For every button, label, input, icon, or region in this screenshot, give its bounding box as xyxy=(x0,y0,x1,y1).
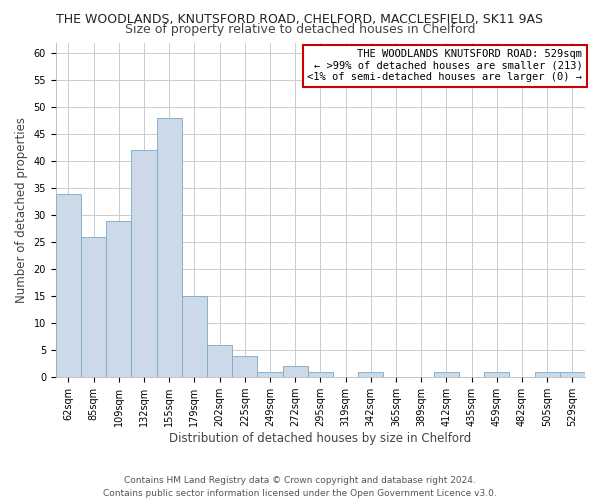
Bar xyxy=(106,220,131,377)
Y-axis label: Number of detached properties: Number of detached properties xyxy=(15,117,28,303)
Bar xyxy=(358,372,383,377)
Text: Size of property relative to detached houses in Chelford: Size of property relative to detached ho… xyxy=(125,22,475,36)
Text: Contains HM Land Registry data © Crown copyright and database right 2024.
Contai: Contains HM Land Registry data © Crown c… xyxy=(103,476,497,498)
Bar xyxy=(257,372,283,377)
Bar xyxy=(535,372,560,377)
X-axis label: Distribution of detached houses by size in Chelford: Distribution of detached houses by size … xyxy=(169,432,472,445)
Bar xyxy=(182,296,207,377)
Bar xyxy=(232,356,257,377)
Text: THE WOODLANDS, KNUTSFORD ROAD, CHELFORD, MACCLESFIELD, SK11 9AS: THE WOODLANDS, KNUTSFORD ROAD, CHELFORD,… xyxy=(56,12,544,26)
Bar xyxy=(308,372,333,377)
Bar xyxy=(560,372,585,377)
Bar xyxy=(56,194,81,377)
Bar xyxy=(131,150,157,377)
Bar xyxy=(434,372,459,377)
Bar xyxy=(157,118,182,377)
Bar xyxy=(283,366,308,377)
Bar xyxy=(81,237,106,377)
Text: THE WOODLANDS KNUTSFORD ROAD: 529sqm
← >99% of detached houses are smaller (213): THE WOODLANDS KNUTSFORD ROAD: 529sqm ← >… xyxy=(307,49,583,82)
Bar xyxy=(484,372,509,377)
Bar xyxy=(207,345,232,377)
